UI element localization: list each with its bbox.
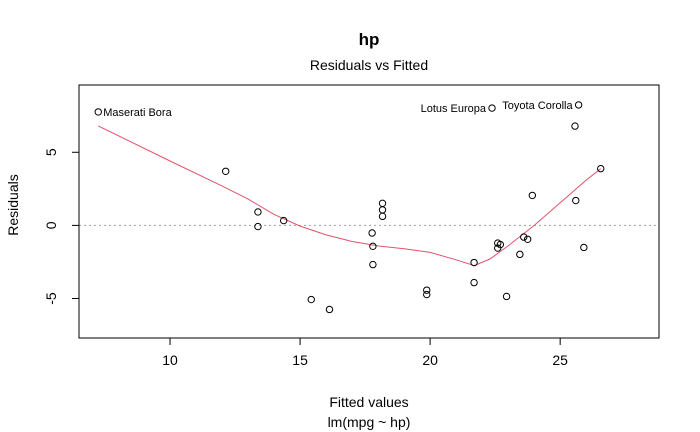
x-tick-label: 20 <box>422 352 438 368</box>
data-point <box>580 243 588 252</box>
data-point <box>378 206 387 214</box>
point-label: Maserati Bora <box>103 107 172 119</box>
x-tick-label: 15 <box>292 352 308 368</box>
data-point <box>470 258 478 267</box>
data-point <box>528 191 537 200</box>
data-point <box>520 233 528 241</box>
data-point <box>369 242 377 251</box>
data-point <box>516 250 524 259</box>
data-point <box>94 108 102 116</box>
x-tick-label: 25 <box>552 352 568 368</box>
chart-subtitle: Residuals vs Fitted <box>310 57 428 73</box>
x-axis-label: Fitted values <box>329 394 408 410</box>
data-point <box>368 229 376 237</box>
data-point <box>254 208 262 216</box>
data-point <box>523 235 532 243</box>
data-point <box>470 278 478 287</box>
data-point <box>378 199 387 208</box>
x-tick-label: 10 <box>162 352 178 368</box>
data-point <box>502 292 511 301</box>
data-point <box>496 240 505 249</box>
x-axis: 10 15 20 25 <box>162 337 568 368</box>
y-axis-label: Residuals <box>5 174 21 235</box>
plot-frame <box>78 84 660 339</box>
data-point <box>423 290 431 299</box>
data-point <box>488 104 496 112</box>
point-label: Lotus Europa <box>421 103 487 115</box>
data-point <box>307 295 315 304</box>
point-label: Toyota Corolla <box>502 100 573 112</box>
y-axis: -5 0 5 <box>43 148 80 305</box>
data-point <box>325 305 334 314</box>
data-points <box>94 101 605 314</box>
data-point <box>254 222 262 231</box>
data-point <box>597 164 605 173</box>
chart-title: hp <box>359 30 380 49</box>
data-point <box>279 216 288 225</box>
x-axis-sublabel: lm(mpg ~ hp) <box>328 414 411 430</box>
data-point <box>571 122 579 130</box>
y-tick-label: -5 <box>43 292 59 305</box>
data-point <box>378 212 387 221</box>
data-point <box>221 167 230 175</box>
y-tick-label: 0 <box>43 221 59 229</box>
data-point <box>572 196 580 205</box>
data-point <box>423 286 431 294</box>
data-point <box>369 260 377 269</box>
data-point <box>574 101 583 109</box>
point-labels: Maserati Bora Lotus Europa Toyota Corolla <box>103 100 573 119</box>
y-tick-label: 5 <box>43 148 59 156</box>
smooth-trend-line <box>97 125 602 267</box>
